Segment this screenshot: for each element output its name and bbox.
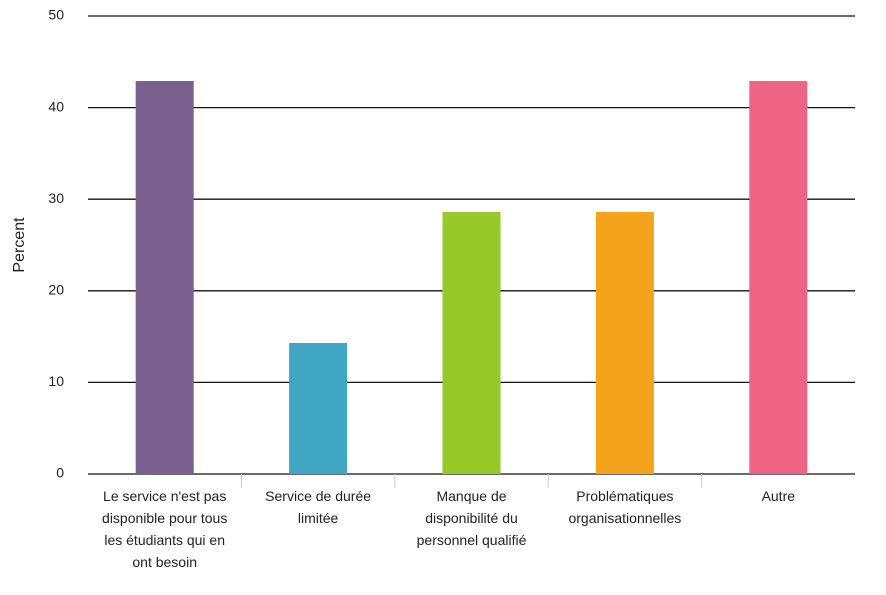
x-tick-label: Le service n'est pas disponible pour tou…	[102, 488, 228, 570]
bar	[289, 343, 348, 474]
bar	[442, 212, 501, 475]
bar	[749, 81, 808, 474]
x-tick-label: Service de durée limitée	[265, 488, 372, 526]
x-tick-label: Manque de disponibilité du personnel qua…	[416, 488, 527, 548]
y-tick-label: 30	[48, 190, 64, 206]
y-tick-label: 0	[56, 465, 64, 481]
y-tick-label: 10	[48, 373, 64, 389]
y-tick-label: 20	[48, 282, 64, 298]
bar	[595, 212, 654, 475]
y-tick-label: 50	[48, 7, 64, 23]
x-tick-label: Problématiques organisationnelles	[568, 488, 682, 526]
y-axis-label: Percent	[11, 217, 28, 273]
bar	[135, 81, 194, 474]
y-tick-label: 40	[48, 98, 64, 114]
x-tick-label: Autre	[761, 488, 796, 504]
